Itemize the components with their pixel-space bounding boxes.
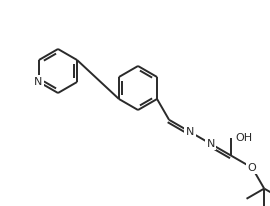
Text: N: N (186, 127, 194, 137)
Text: N: N (207, 139, 215, 149)
Text: O: O (248, 163, 256, 173)
Text: N: N (34, 77, 42, 87)
Text: OH: OH (235, 133, 252, 143)
